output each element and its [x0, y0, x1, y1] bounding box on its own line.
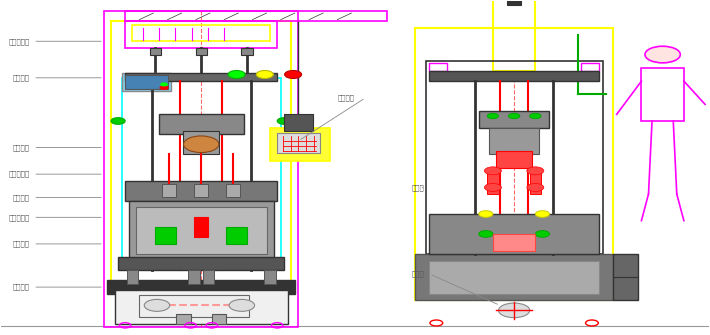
- Bar: [226, 227, 247, 244]
- Bar: [132, 25, 270, 41]
- Circle shape: [285, 70, 302, 78]
- Bar: [150, 48, 161, 55]
- Bar: [226, 184, 240, 197]
- Circle shape: [229, 299, 255, 311]
- Bar: [415, 28, 613, 300]
- Circle shape: [535, 211, 550, 217]
- Bar: [493, 234, 535, 251]
- Bar: [195, 48, 207, 55]
- Bar: [159, 114, 244, 134]
- Bar: [496, 151, 532, 168]
- Bar: [125, 11, 387, 21]
- Circle shape: [160, 83, 168, 86]
- Bar: [241, 48, 253, 55]
- Circle shape: [487, 113, 498, 119]
- Bar: [188, 270, 200, 284]
- Bar: [183, 131, 219, 154]
- Text: 設備台架: 設備台架: [13, 284, 30, 290]
- Circle shape: [479, 230, 493, 237]
- Circle shape: [183, 136, 219, 152]
- Bar: [111, 21, 291, 284]
- Bar: [129, 201, 273, 261]
- Bar: [430, 71, 599, 81]
- Circle shape: [228, 70, 245, 78]
- Text: 防護罩材: 防護罩材: [13, 74, 30, 81]
- Bar: [430, 214, 599, 254]
- Circle shape: [530, 113, 541, 119]
- Bar: [507, 0, 521, 5]
- Circle shape: [160, 86, 168, 90]
- Bar: [487, 168, 498, 194]
- Bar: [265, 270, 275, 284]
- Text: 電氣柜: 電氣柜: [412, 184, 425, 191]
- Bar: [212, 314, 226, 324]
- Bar: [530, 168, 541, 194]
- Bar: [155, 227, 176, 244]
- Bar: [277, 133, 320, 152]
- Bar: [163, 184, 176, 197]
- Bar: [430, 261, 599, 294]
- Bar: [121, 78, 280, 270]
- Text: 頂面夾具: 頂面夾具: [13, 144, 30, 151]
- Circle shape: [484, 167, 501, 175]
- Circle shape: [508, 113, 520, 119]
- Text: 操作面板: 操作面板: [337, 94, 354, 101]
- Circle shape: [111, 118, 125, 124]
- Circle shape: [256, 70, 273, 78]
- Bar: [613, 254, 638, 300]
- Bar: [121, 73, 171, 91]
- Bar: [114, 290, 288, 324]
- Bar: [125, 21, 277, 48]
- Circle shape: [527, 167, 544, 175]
- Bar: [125, 181, 277, 201]
- Bar: [415, 254, 613, 300]
- Text: 進氣閥: 進氣閥: [412, 270, 425, 277]
- Bar: [118, 257, 284, 270]
- Circle shape: [479, 211, 493, 217]
- Bar: [270, 128, 330, 161]
- Circle shape: [277, 118, 291, 124]
- Bar: [126, 270, 138, 284]
- Bar: [489, 128, 539, 154]
- Circle shape: [144, 299, 170, 311]
- Bar: [194, 184, 208, 197]
- Text: 送料托盤: 送料托盤: [13, 241, 30, 247]
- Bar: [139, 295, 249, 317]
- Bar: [581, 63, 599, 71]
- Bar: [136, 207, 266, 254]
- Text: 頂面壓緊桿: 頂面壓緊桿: [9, 171, 30, 178]
- Text: 設備立柱: 設備立柱: [13, 194, 30, 201]
- Circle shape: [645, 46, 680, 63]
- Circle shape: [498, 303, 530, 318]
- Bar: [430, 63, 447, 71]
- Bar: [202, 270, 214, 284]
- Bar: [125, 75, 168, 89]
- Text: 底座加強板: 底座加強板: [9, 214, 30, 221]
- Bar: [104, 11, 298, 327]
- Bar: [641, 68, 684, 121]
- Bar: [125, 73, 277, 81]
- Bar: [479, 111, 550, 128]
- Bar: [176, 314, 190, 324]
- Circle shape: [527, 184, 544, 191]
- Bar: [194, 217, 208, 237]
- Bar: [493, 0, 535, 71]
- Text: 氣測檢測儀: 氣測檢測儀: [9, 38, 30, 45]
- Bar: [107, 280, 295, 294]
- Bar: [284, 114, 312, 131]
- Circle shape: [535, 230, 550, 237]
- Bar: [426, 61, 603, 254]
- Circle shape: [484, 184, 501, 191]
